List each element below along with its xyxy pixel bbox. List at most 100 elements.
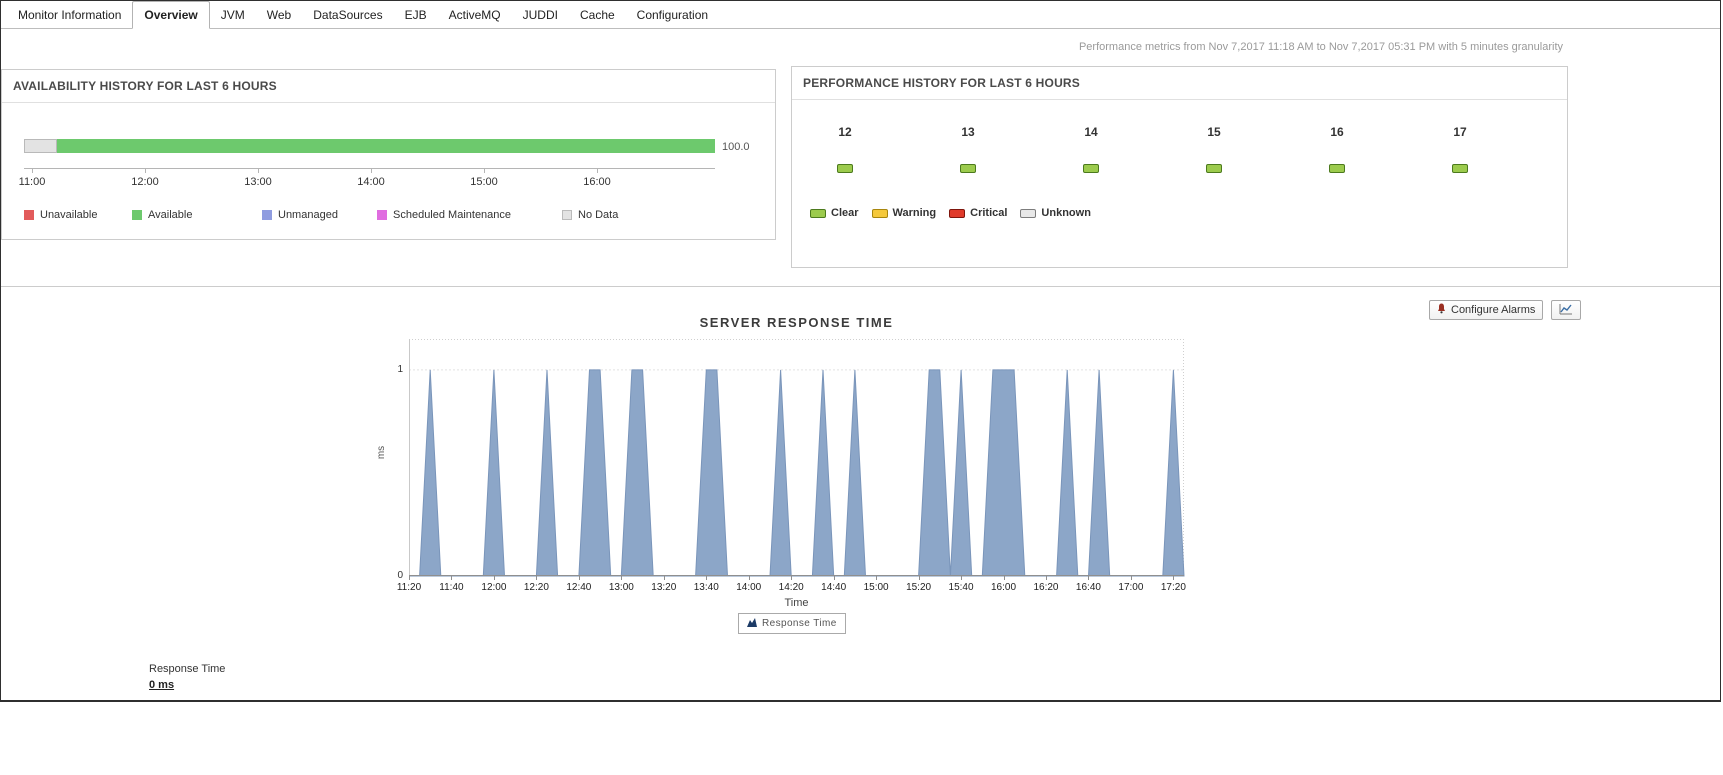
- availability-axis-tick: [145, 169, 146, 173]
- performance-hour-label: 17: [1430, 125, 1490, 139]
- response-time-chart: ms 11:2011:4012:0012:2012:4013:0013:2013…: [409, 339, 1184, 576]
- x-axis-labels: 11:2011:4012:0012:2012:4013:0013:2013:40…: [409, 576, 1184, 598]
- availability-value: 100.0: [722, 141, 750, 153]
- performance-status-box-clear[interactable]: [1083, 164, 1099, 173]
- legend-label: No Data: [578, 209, 618, 221]
- legend-label: Unmanaged: [278, 209, 338, 221]
- area-series-icon: [747, 617, 757, 630]
- legend-label: Scheduled Maintenance: [393, 209, 511, 221]
- export-chart-button[interactable]: [1551, 300, 1581, 320]
- x-axis-tick-label: 16:20: [1024, 582, 1068, 593]
- x-axis-tick-label: 17:00: [1109, 582, 1153, 593]
- performance-hour-label: 13: [938, 125, 998, 139]
- legend-item-unavailable: Unavailable: [24, 209, 97, 221]
- x-axis-tick: [664, 576, 665, 580]
- availability-axis-tick: [32, 169, 33, 173]
- line-chart-icon: [1559, 303, 1573, 318]
- x-axis-tick: [1088, 576, 1089, 580]
- x-axis-tick: [409, 576, 410, 580]
- availability-panel-title: AVAILABILITY HISTORY FOR LAST 6 HOURS: [2, 70, 775, 103]
- availability-axis-tick-label: 15:00: [462, 176, 506, 188]
- tab-juddi[interactable]: JUDDI: [512, 1, 569, 28]
- x-axis-tick: [536, 576, 537, 580]
- availability-axis-tick: [371, 169, 372, 173]
- legend-label: Unavailable: [40, 209, 97, 221]
- x-axis-tick-label: 11:40: [429, 582, 473, 593]
- availability-axis-tick-label: 14:00: [349, 176, 393, 188]
- legend-item-scheduled-maintenance: Scheduled Maintenance: [377, 209, 511, 221]
- performance-legend-swatch-clear: [810, 209, 826, 218]
- y-axis-label: ms: [376, 446, 387, 459]
- tab-cache[interactable]: Cache: [569, 1, 626, 28]
- y-axis-tick-label: 1: [389, 364, 403, 375]
- footer-metric-label: Response Time: [149, 663, 225, 675]
- configure-alarms-label: Configure Alarms: [1451, 304, 1535, 316]
- x-axis-tick-label: 16:40: [1066, 582, 1110, 593]
- performance-hour-label: 16: [1307, 125, 1367, 139]
- performance-hour-column-14: 14: [1061, 125, 1121, 178]
- legend-item-available: Available: [132, 209, 192, 221]
- performance-legend-label: Unknown: [1041, 207, 1091, 219]
- response-time-area-chart: [409, 339, 1184, 576]
- performance-legend-label: Warning: [893, 207, 937, 219]
- performance-panel: PERFORMANCE HISTORY FOR LAST 6 HOURS 121…: [791, 66, 1568, 268]
- performance-status-box-clear[interactable]: [1206, 164, 1222, 173]
- chart-legend[interactable]: Response Time: [738, 613, 846, 634]
- tab-monitor-information[interactable]: Monitor Information: [7, 1, 132, 28]
- footer-metric-value-link[interactable]: 0 ms: [149, 679, 174, 691]
- metrics-note: Performance metrics from Nov 7,2017 11:1…: [1079, 41, 1563, 53]
- availability-segment-available[interactable]: [57, 139, 715, 153]
- performance-hour-label: 15: [1184, 125, 1244, 139]
- section-divider: [1, 286, 1720, 287]
- availability-axis-tick: [258, 169, 259, 173]
- x-axis-tick: [1004, 576, 1005, 580]
- availability-segment-nodata[interactable]: [24, 139, 57, 153]
- chart-title: SERVER RESPONSE TIME: [409, 315, 1184, 330]
- tab-activemq[interactable]: ActiveMQ: [438, 1, 512, 28]
- performance-status-box-clear[interactable]: [1329, 164, 1345, 173]
- x-axis-tick-label: 13:00: [599, 582, 643, 593]
- performance-legend-swatch-warning: [872, 209, 888, 218]
- tab-ejb[interactable]: EJB: [394, 1, 438, 28]
- x-axis-tick: [494, 576, 495, 580]
- tab-configuration[interactable]: Configuration: [626, 1, 719, 28]
- performance-hour-column-16: 16: [1307, 125, 1367, 178]
- x-axis-tick-label: 12:40: [557, 582, 601, 593]
- configure-alarms-button[interactable]: Configure Alarms: [1429, 300, 1543, 320]
- x-axis-tick: [961, 576, 962, 580]
- performance-hour-column-13: 13: [938, 125, 998, 178]
- performance-legend-swatch-critical: [949, 209, 965, 218]
- x-axis-tick-label: 14:00: [727, 582, 771, 593]
- x-axis-tick-label: 14:40: [812, 582, 856, 593]
- performance-legend-warning: Warning: [872, 207, 937, 219]
- tab-overview[interactable]: Overview: [132, 1, 209, 29]
- chart-legend-label: Response Time: [762, 618, 837, 629]
- legend-swatch-available: [132, 210, 142, 220]
- x-axis-tick-label: 15:20: [897, 582, 941, 593]
- performance-legend-unknown: Unknown: [1020, 207, 1091, 219]
- tab-jvm[interactable]: JVM: [210, 1, 256, 28]
- availability-legend: Unavailable Available Unmanaged Scheduled M…: [24, 209, 754, 223]
- monitor-overview-page: Monitor InformationOverviewJVMWebDataSou…: [0, 0, 1721, 702]
- x-axis-tick: [579, 576, 580, 580]
- availability-bar: [24, 139, 715, 153]
- performance-hour-column-17: 17: [1430, 125, 1490, 178]
- performance-status-box-clear[interactable]: [837, 164, 853, 173]
- x-axis-tick-label: 13:20: [642, 582, 686, 593]
- legend-swatch-unmanaged: [262, 210, 272, 220]
- x-axis-tick: [876, 576, 877, 580]
- performance-legend-clear: Clear: [810, 207, 859, 219]
- tab-datasources[interactable]: DataSources: [302, 1, 393, 28]
- x-axis-tick-label: 16:00: [982, 582, 1026, 593]
- availability-axis: 11:0012:0013:0014:0015:0016:00: [24, 168, 715, 198]
- x-axis-tick-label: 15:00: [854, 582, 898, 593]
- x-axis-tick: [451, 576, 452, 580]
- legend-swatch-no-data: [562, 210, 572, 220]
- legend-swatch-unavailable: [24, 210, 34, 220]
- performance-hour-column-15: 15: [1184, 125, 1244, 178]
- performance-hour-label: 14: [1061, 125, 1121, 139]
- performance-status-box-clear[interactable]: [960, 164, 976, 173]
- performance-status-box-clear[interactable]: [1452, 164, 1468, 173]
- availability-axis-tick-label: 11:00: [10, 176, 54, 188]
- tab-web[interactable]: Web: [256, 1, 302, 28]
